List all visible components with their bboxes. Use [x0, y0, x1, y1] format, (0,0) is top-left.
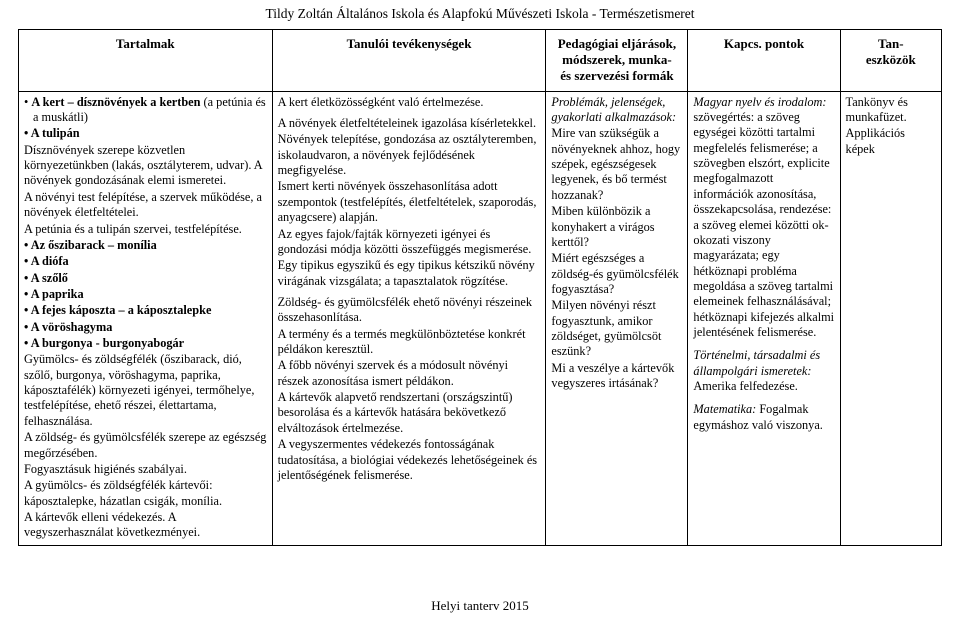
table-header-row: Tartalmak Tanulói tevékenységek Pedagógi… [19, 29, 942, 91]
col-header-pedagogiai-l2: módszerek, munka- [550, 52, 683, 68]
list-item: A szőlő [24, 271, 267, 286]
text: A kert életközösségként való értelmezése… [278, 95, 541, 110]
text: Egy tipikus egyszikű és egy tipikus kéts… [278, 258, 541, 289]
text: Mi a veszélye a kártevők vegyszeres irtá… [551, 361, 682, 392]
list-item: A diófa [24, 254, 267, 269]
list-item: Az őszibarack – monília [24, 238, 267, 253]
cell-taneszkoz: Tankönyv és munkafüzet. Applikációs képe… [840, 91, 941, 545]
col-header-taneszkoz: Tan- eszközök [840, 29, 941, 91]
cell-pedagogiai: Problémák, jelenségek, gyakorlati alkalm… [546, 91, 688, 545]
text: Matematika: Fogalmak egymáshoz való visz… [693, 402, 834, 433]
text: Növények telepítése, gondozása az osztál… [278, 132, 541, 178]
text: A kert – dísznövények a kertben [31, 95, 200, 109]
list-item: A tulipán [24, 126, 267, 141]
col-header-kapcs: Kapcs. pontok [688, 29, 840, 91]
text: Ismert kerti növények összehasonlítása a… [278, 179, 541, 225]
text: Applikációs képek [846, 126, 936, 157]
text: Matematika: [693, 402, 759, 416]
text: Tankönyv és munkafüzet. [846, 95, 936, 126]
text: A kártevők elleni védekezés. A vegyszerh… [24, 510, 267, 541]
text: Mire van szükségük a növényeknek ahhoz, … [551, 126, 682, 203]
text: Történelmi, társadalmi és állampolgári i… [693, 348, 834, 394]
text: A vegyszermentes védekezés fontosságának… [278, 437, 541, 483]
cell-kapcs: Magyar nyelv és irodalom: szövegértés: a… [688, 91, 840, 545]
page-header: Tildy Zoltán Általános Iskola és Alapfok… [18, 6, 942, 23]
col-header-pedagogiai-l1: Pedagógiai eljárások, [550, 36, 683, 52]
text: A főbb növényi szervek és a módosult növ… [278, 358, 541, 389]
list-item: A burgonya - burgonyabogár [24, 336, 267, 351]
text: A zöldség- és gyümölcsfélék szerepe az e… [24, 430, 267, 461]
text: A kártevők alapvető rendszertani (ország… [278, 390, 541, 436]
text: A gyümölcs- és zöldségfélék kártevői: ká… [24, 478, 267, 509]
text: A termény és a termés megkülönböztetése … [278, 327, 541, 358]
text: Történelmi, társadalmi és állampolgári i… [693, 348, 820, 377]
text: Magyar nyelv és irodalom: szövegértés: a… [693, 95, 834, 341]
list-item: A fejes káposzta – a káposztalepke [24, 303, 267, 318]
text: Fogyasztásuk higiénés szabályai. [24, 462, 267, 477]
col-header-tanuloi: Tanulói tevékenységek [272, 29, 546, 91]
col-header-pedagogiai: Pedagógiai eljárások, módszerek, munka- … [546, 29, 688, 91]
list-item: A kert – dísznövények a kertben (a petún… [24, 95, 267, 126]
list-item: A vöröshagyma [24, 320, 267, 335]
text: A növényi test felépítése, a szervek műk… [24, 190, 267, 221]
col-header-pedagogiai-l3: és szervezési formák [550, 68, 683, 84]
list-item: A paprika [24, 287, 267, 302]
text: Dísznövények szerepe közvetlen környezet… [24, 143, 267, 189]
text: Problémák, jelenségek, gyakorlati alkalm… [551, 95, 682, 126]
text: Milyen növényi részt fogyasztunk, amikor… [551, 298, 682, 359]
table-row: A kert – dísznövények a kertben (a petún… [19, 91, 942, 545]
page-footer: Helyi tanterv 2015 [0, 598, 960, 614]
text: Magyar nyelv és irodalom: [693, 95, 826, 109]
text: A petúnia és a tulipán szervei, testfelé… [24, 222, 267, 237]
text: szövegértés: a szöveg egységei közötti t… [693, 110, 834, 339]
col-header-tartalmak: Tartalmak [19, 29, 273, 91]
cell-tanuloi: A kert életközösségként való értelmezése… [272, 91, 546, 545]
curriculum-table: Tartalmak Tanulói tevékenységek Pedagógi… [18, 29, 942, 546]
text: Miben különbözik a konyhakert a virágos … [551, 204, 682, 250]
text: Miért egészséges a zöldség-és gyümölcsfé… [551, 251, 682, 297]
col-header-taneszkoz-l2: eszközök [845, 52, 937, 68]
text: Zöldség- és gyümölcsfélék ehető növényi … [278, 295, 541, 326]
text: Az egyes fajok/fajták környezeti igényei… [278, 227, 541, 258]
col-header-taneszkoz-l1: Tan- [845, 36, 937, 52]
text: A növények életfeltételeinek igazolása k… [278, 116, 541, 131]
text: Gyümölcs- és zöldségfélék (őszibarack, d… [24, 352, 267, 429]
cell-tartalmak: A kert – dísznövények a kertben (a petún… [19, 91, 273, 545]
text: Amerika felfedezése. [693, 379, 797, 393]
